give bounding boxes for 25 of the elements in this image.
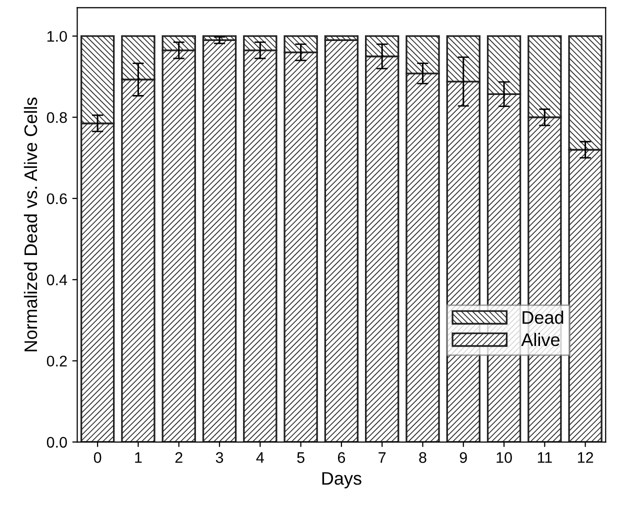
x-tick-label: 12 (578, 452, 594, 463)
y-tick-label: 0.6 (46, 193, 67, 204)
y-axis-title: Normalized Dead vs. Alive Cells (24, 98, 38, 352)
x-tick-label: 9 (460, 452, 467, 463)
legend-label: Alive (521, 332, 560, 346)
x-tick-label: 1 (135, 452, 142, 463)
bar (202, 39, 237, 442)
x-tick-label: 3 (216, 452, 224, 463)
legend-label: Dead (522, 310, 564, 324)
x-tick-label: 7 (378, 452, 386, 463)
x-tick-label: 4 (256, 452, 264, 463)
y-tick-label: 0.0 (46, 436, 67, 448)
x-tick-label: 2 (175, 452, 182, 463)
x-tick-label: 10 (496, 452, 512, 463)
y-tick-label: 0.2 (46, 356, 67, 367)
x-tick-label: 5 (297, 452, 304, 463)
x-axis-title: Days (322, 472, 362, 488)
x-tick-label: 11 (538, 452, 552, 463)
bar (324, 39, 359, 442)
x-tick-label: 0 (94, 452, 102, 463)
y-tick-label: 1.0 (47, 30, 67, 42)
y-tick-label: 0.8 (46, 112, 67, 123)
x-tick-label: 8 (419, 452, 426, 463)
x-tick-label: 6 (338, 452, 346, 463)
y-tick-label: 0.4 (46, 274, 68, 286)
